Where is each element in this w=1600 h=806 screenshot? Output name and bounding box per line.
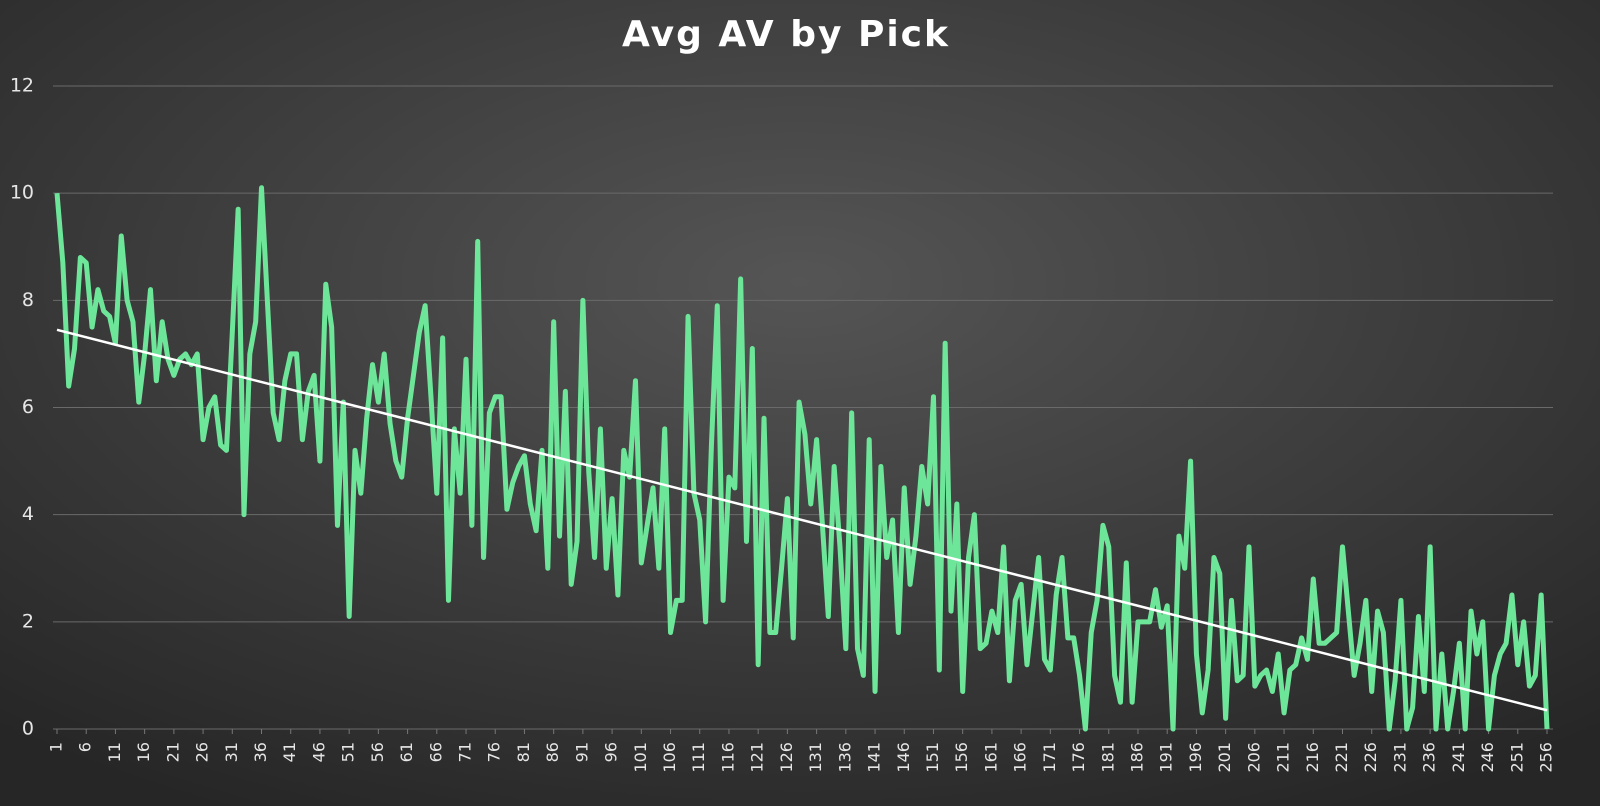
x-tick-label: 181 <box>1098 742 1117 773</box>
x-tick-label: 226 <box>1361 742 1380 773</box>
x-tick-label: 41 <box>280 742 299 762</box>
x-tick-label: 176 <box>1069 742 1088 773</box>
x-tick-label: 91 <box>572 742 591 762</box>
x-tick-label: 106 <box>660 742 679 773</box>
x-tick-label: 241 <box>1449 742 1468 773</box>
x-tick-label: 256 <box>1537 742 1556 773</box>
chart-title: Avg AV by Pick <box>622 14 950 55</box>
x-tick-label: 61 <box>397 742 416 762</box>
x-tick-label: 81 <box>514 742 533 762</box>
x-tick-label: 216 <box>1303 742 1322 773</box>
x-tick-label: 31 <box>222 742 241 762</box>
y-tick-label: 0 <box>22 718 34 740</box>
x-tick-label: 16 <box>134 742 153 762</box>
x-tick-label: 116 <box>718 742 737 773</box>
x-tick-label: 196 <box>1186 742 1205 773</box>
y-tick-label: 6 <box>22 396 34 418</box>
x-tick-label: 66 <box>426 742 445 762</box>
x-tick-label: 231 <box>1390 742 1409 773</box>
trendline <box>56 328 1548 712</box>
x-tick-label: 166 <box>1011 742 1030 773</box>
x-tick-label: 21 <box>163 742 182 762</box>
x-tick-label: 151 <box>923 742 942 773</box>
x-tick-label: 11 <box>105 742 124 762</box>
y-tick-label: 8 <box>22 289 34 311</box>
y-tick-label: 2 <box>22 610 34 632</box>
y-tick-label: 12 <box>10 75 34 97</box>
x-tick-label: 96 <box>602 742 621 762</box>
grid <box>53 85 1553 734</box>
x-tick-label: 56 <box>368 742 387 762</box>
x-tick-label: 136 <box>835 742 854 773</box>
x-tick-label: 126 <box>777 742 796 773</box>
x-tick-label: 191 <box>1157 742 1176 773</box>
x-tick-label: 121 <box>748 742 767 773</box>
x-tick-label: 211 <box>1274 742 1293 773</box>
x-tick-label: 221 <box>1332 742 1351 773</box>
y-tick-label: 10 <box>10 182 34 204</box>
x-tick-label: 251 <box>1507 742 1526 773</box>
x-tick-label: 201 <box>1215 742 1234 773</box>
x-tick-label: 111 <box>689 742 708 773</box>
x-tick-label: 161 <box>981 742 1000 773</box>
x-tick-label: 186 <box>1127 742 1146 773</box>
x-tick-label: 76 <box>485 742 504 762</box>
plot <box>54 185 1550 732</box>
x-tick-label: 141 <box>865 742 884 773</box>
x-tick-label: 171 <box>1040 742 1059 773</box>
x-tick-label: 26 <box>193 742 212 762</box>
x-tick-label: 156 <box>952 742 971 773</box>
x-tick-label: 131 <box>806 742 825 773</box>
x-tick-label: 71 <box>456 742 475 762</box>
x-tick-label: 86 <box>543 742 562 762</box>
x-tick-label: 6 <box>76 742 95 752</box>
x-tick-label: 246 <box>1478 742 1497 773</box>
x-tick-label: 236 <box>1420 742 1439 773</box>
x-tick-label: 46 <box>309 742 328 762</box>
x-tick-label: 101 <box>631 742 650 773</box>
x-tick-label: 51 <box>339 742 358 762</box>
data-line <box>54 185 1550 732</box>
y-tick-label: 4 <box>22 503 34 525</box>
x-tick-label: 146 <box>894 742 913 773</box>
x-tick-label: 206 <box>1244 742 1263 773</box>
x-tick-label: 36 <box>251 742 270 762</box>
x-tick-label: 1 <box>47 742 66 752</box>
